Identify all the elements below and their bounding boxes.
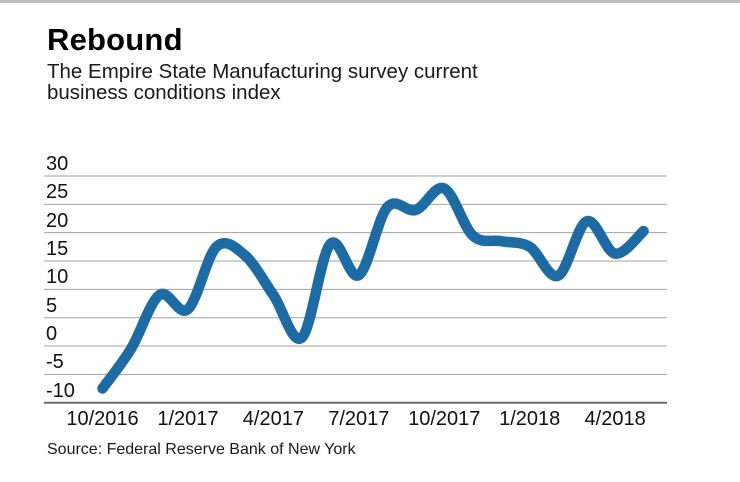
- x-tick-label: 1/2018: [499, 408, 561, 430]
- data-line: [97, 182, 649, 394]
- y-tick-label: 10: [46, 266, 69, 289]
- y-tick-label: 5: [46, 294, 58, 317]
- x-tick-label: 4/2018: [584, 408, 646, 430]
- x-tick-label: 4/2017: [242, 408, 304, 430]
- x-tick-label: 10/2016: [66, 408, 139, 430]
- y-tick-label: -10: [46, 379, 75, 402]
- top-border: [0, 0, 740, 3]
- x-tick-label: 1/2017: [157, 408, 219, 430]
- chart-subtitle: The Empire State Manufacturing survey cu…: [47, 60, 478, 104]
- chart-title: Rebound: [47, 22, 183, 57]
- y-tick-label: 20: [46, 209, 69, 232]
- x-tick-label: 7/2017: [328, 408, 390, 430]
- y-tick-label: 15: [46, 238, 69, 260]
- y-tick-label: 30: [46, 153, 69, 175]
- y-tick-label: 25: [46, 181, 69, 204]
- x-tick-label: 10/2017: [408, 408, 481, 430]
- y-tick-label: -5: [46, 351, 64, 374]
- source-note: Source: Federal Reserve Bank of New York: [47, 441, 356, 458]
- y-tick-label: 0: [46, 323, 58, 346]
